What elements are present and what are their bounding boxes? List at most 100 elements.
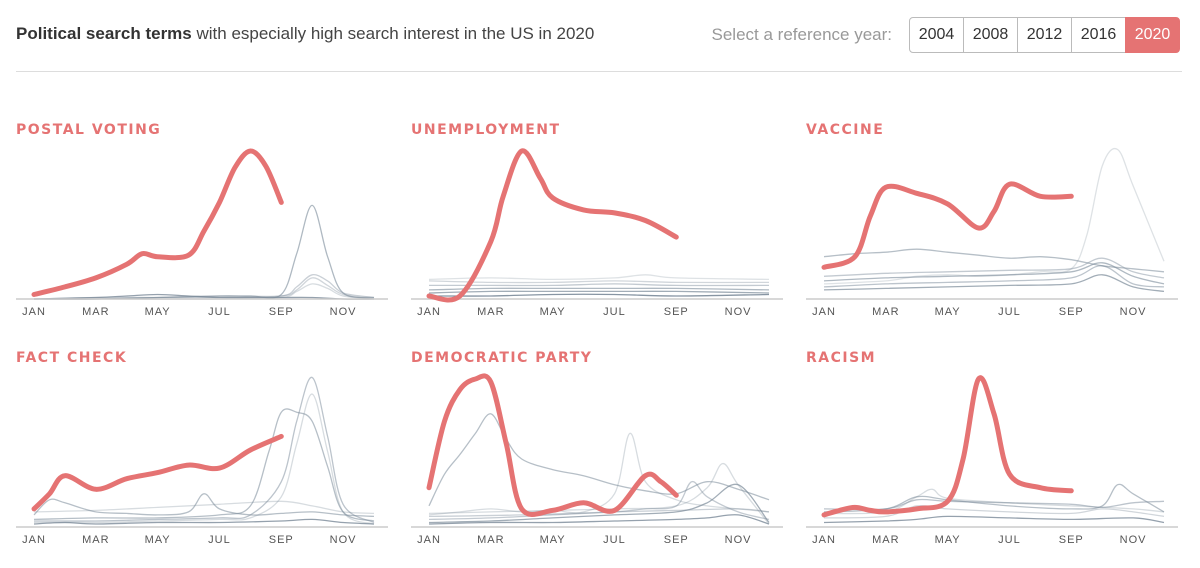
reference-series-line [428,432,770,516]
chart-postal-voting: POSTAL VOTING JAN MAR MAY JUL SEP NOV [16,122,388,318]
highlight-series-line [31,148,284,297]
reference-series-line [428,413,770,507]
x-tick-label: MAY [145,534,171,546]
x-tick-label: MAY [540,306,566,318]
year-button-2008[interactable]: 2008 [963,17,1018,53]
reference-year-label: Select a reference year: [711,25,892,44]
reference-series-line [33,500,375,515]
page-title-bold: Political search terms [16,24,192,43]
x-tick-label: JUL [998,534,1021,546]
chart-title: VACCINE [806,122,884,138]
x-tick-label: NOV [330,306,357,318]
x-tick-label: MAY [540,534,566,546]
x-tick-label: JUL [208,306,231,318]
reference-series-group [33,204,375,300]
x-tick-label: MAR [477,306,504,318]
x-tick-label: JAN [417,306,441,318]
reference-series-line [428,462,770,525]
page-title-rest: with especially high search interest in … [191,24,595,43]
x-tick-label: MAY [935,534,961,546]
reference-series-group [823,148,1165,293]
reference-series-line [823,265,1165,288]
reference-series-group [823,483,1165,524]
x-tick-label: JAN [812,306,836,318]
x-tick-label: MAY [145,306,171,318]
highlight-series-line [31,433,284,512]
header: Political search terms with especially h… [16,0,1182,72]
reference-series-line [33,493,375,518]
year-button-2020[interactable]: 2020 [1125,17,1180,53]
reference-series-line [428,483,770,524]
reference-series-line [33,274,375,300]
x-tick-label: SEP [1059,306,1084,318]
chart-vaccine: VACCINE JAN MAR MAY JUL SEP NOV [806,122,1178,318]
year-button-2016[interactable]: 2016 [1071,17,1126,53]
highlight-series-line [821,181,1074,270]
x-tick-label: JUL [603,534,626,546]
chart-title: FACT CHECK [16,350,127,366]
reference-series-line [33,376,375,524]
reference-series-line [428,514,770,525]
reference-series-line [823,148,1165,285]
reference-series-line [823,498,1165,511]
x-tick-label: MAR [82,534,109,546]
highlight-series-line [426,148,679,303]
reference-series-line [428,293,770,297]
x-tick-label: NOV [1120,534,1147,546]
x-tick-label: JAN [22,306,46,318]
reference-year-selector: 2004 2008 2012 2016 2020 [909,17,1180,53]
reference-series-line [823,483,1165,513]
reference-series-line [428,283,770,287]
reference-series-line [428,290,770,294]
x-tick-label: MAR [477,534,504,546]
reference-series-line [823,257,1165,279]
reference-series-line [428,481,770,521]
reference-series-line [428,280,770,284]
x-tick-label: MAR [82,306,109,318]
chart-title: POSTAL VOTING [16,122,161,138]
x-tick-label: JAN [812,534,836,546]
reference-series-line [33,204,375,300]
x-tick-label: NOV [1120,306,1147,318]
x-tick-label: SEP [269,306,294,318]
chart-title: DEMOCRATIC PARTY [411,350,592,366]
x-tick-label: SEP [664,534,689,546]
highlight-series-line [821,375,1074,518]
reference-series-line [33,293,375,300]
reference-series-line [823,262,1165,285]
chart-unemployment: UNEMPLOYMENT JAN MAR MAY JUL SEP NOV [411,122,783,318]
x-tick-label: NOV [725,306,752,318]
reference-series-line [823,515,1165,524]
x-tick-label: MAR [872,306,899,318]
x-tick-label: JUL [998,306,1021,318]
x-tick-label: NOV [725,534,752,546]
chart-title: UNEMPLOYMENT [411,122,561,138]
reference-series-group [33,376,375,525]
reference-series-line [428,508,770,518]
x-tick-label: JAN [417,534,441,546]
reference-series-line [33,518,375,525]
chart-fact-check: FACT CHECK JAN MAR MAY JUL SEP NOV [16,350,388,546]
reference-series-line [33,408,375,522]
reference-series-group [428,274,770,297]
x-tick-label: JAN [22,534,46,546]
page-title: Political search terms with especially h… [16,24,594,44]
highlight-series-line [426,373,679,518]
reference-series-line [428,287,770,291]
chart-democratic-party: DEMOCRATIC PARTY JAN MAR MAY JUL SEP NOV [411,350,783,546]
reference-series-line [823,274,1165,293]
x-tick-label: SEP [1059,534,1084,546]
reference-series-group [428,413,770,525]
year-button-2012[interactable]: 2012 [1017,17,1072,53]
reference-series-line [428,274,770,281]
year-button-2004[interactable]: 2004 [909,17,964,53]
x-tick-label: SEP [664,306,689,318]
x-tick-label: JUL [208,534,231,546]
header-divider [16,71,1182,72]
x-tick-label: SEP [269,534,294,546]
x-tick-label: NOV [330,534,357,546]
x-tick-label: JUL [603,306,626,318]
x-tick-label: MAY [935,306,961,318]
reference-series-line [33,393,375,525]
x-tick-label: MAR [872,534,899,546]
